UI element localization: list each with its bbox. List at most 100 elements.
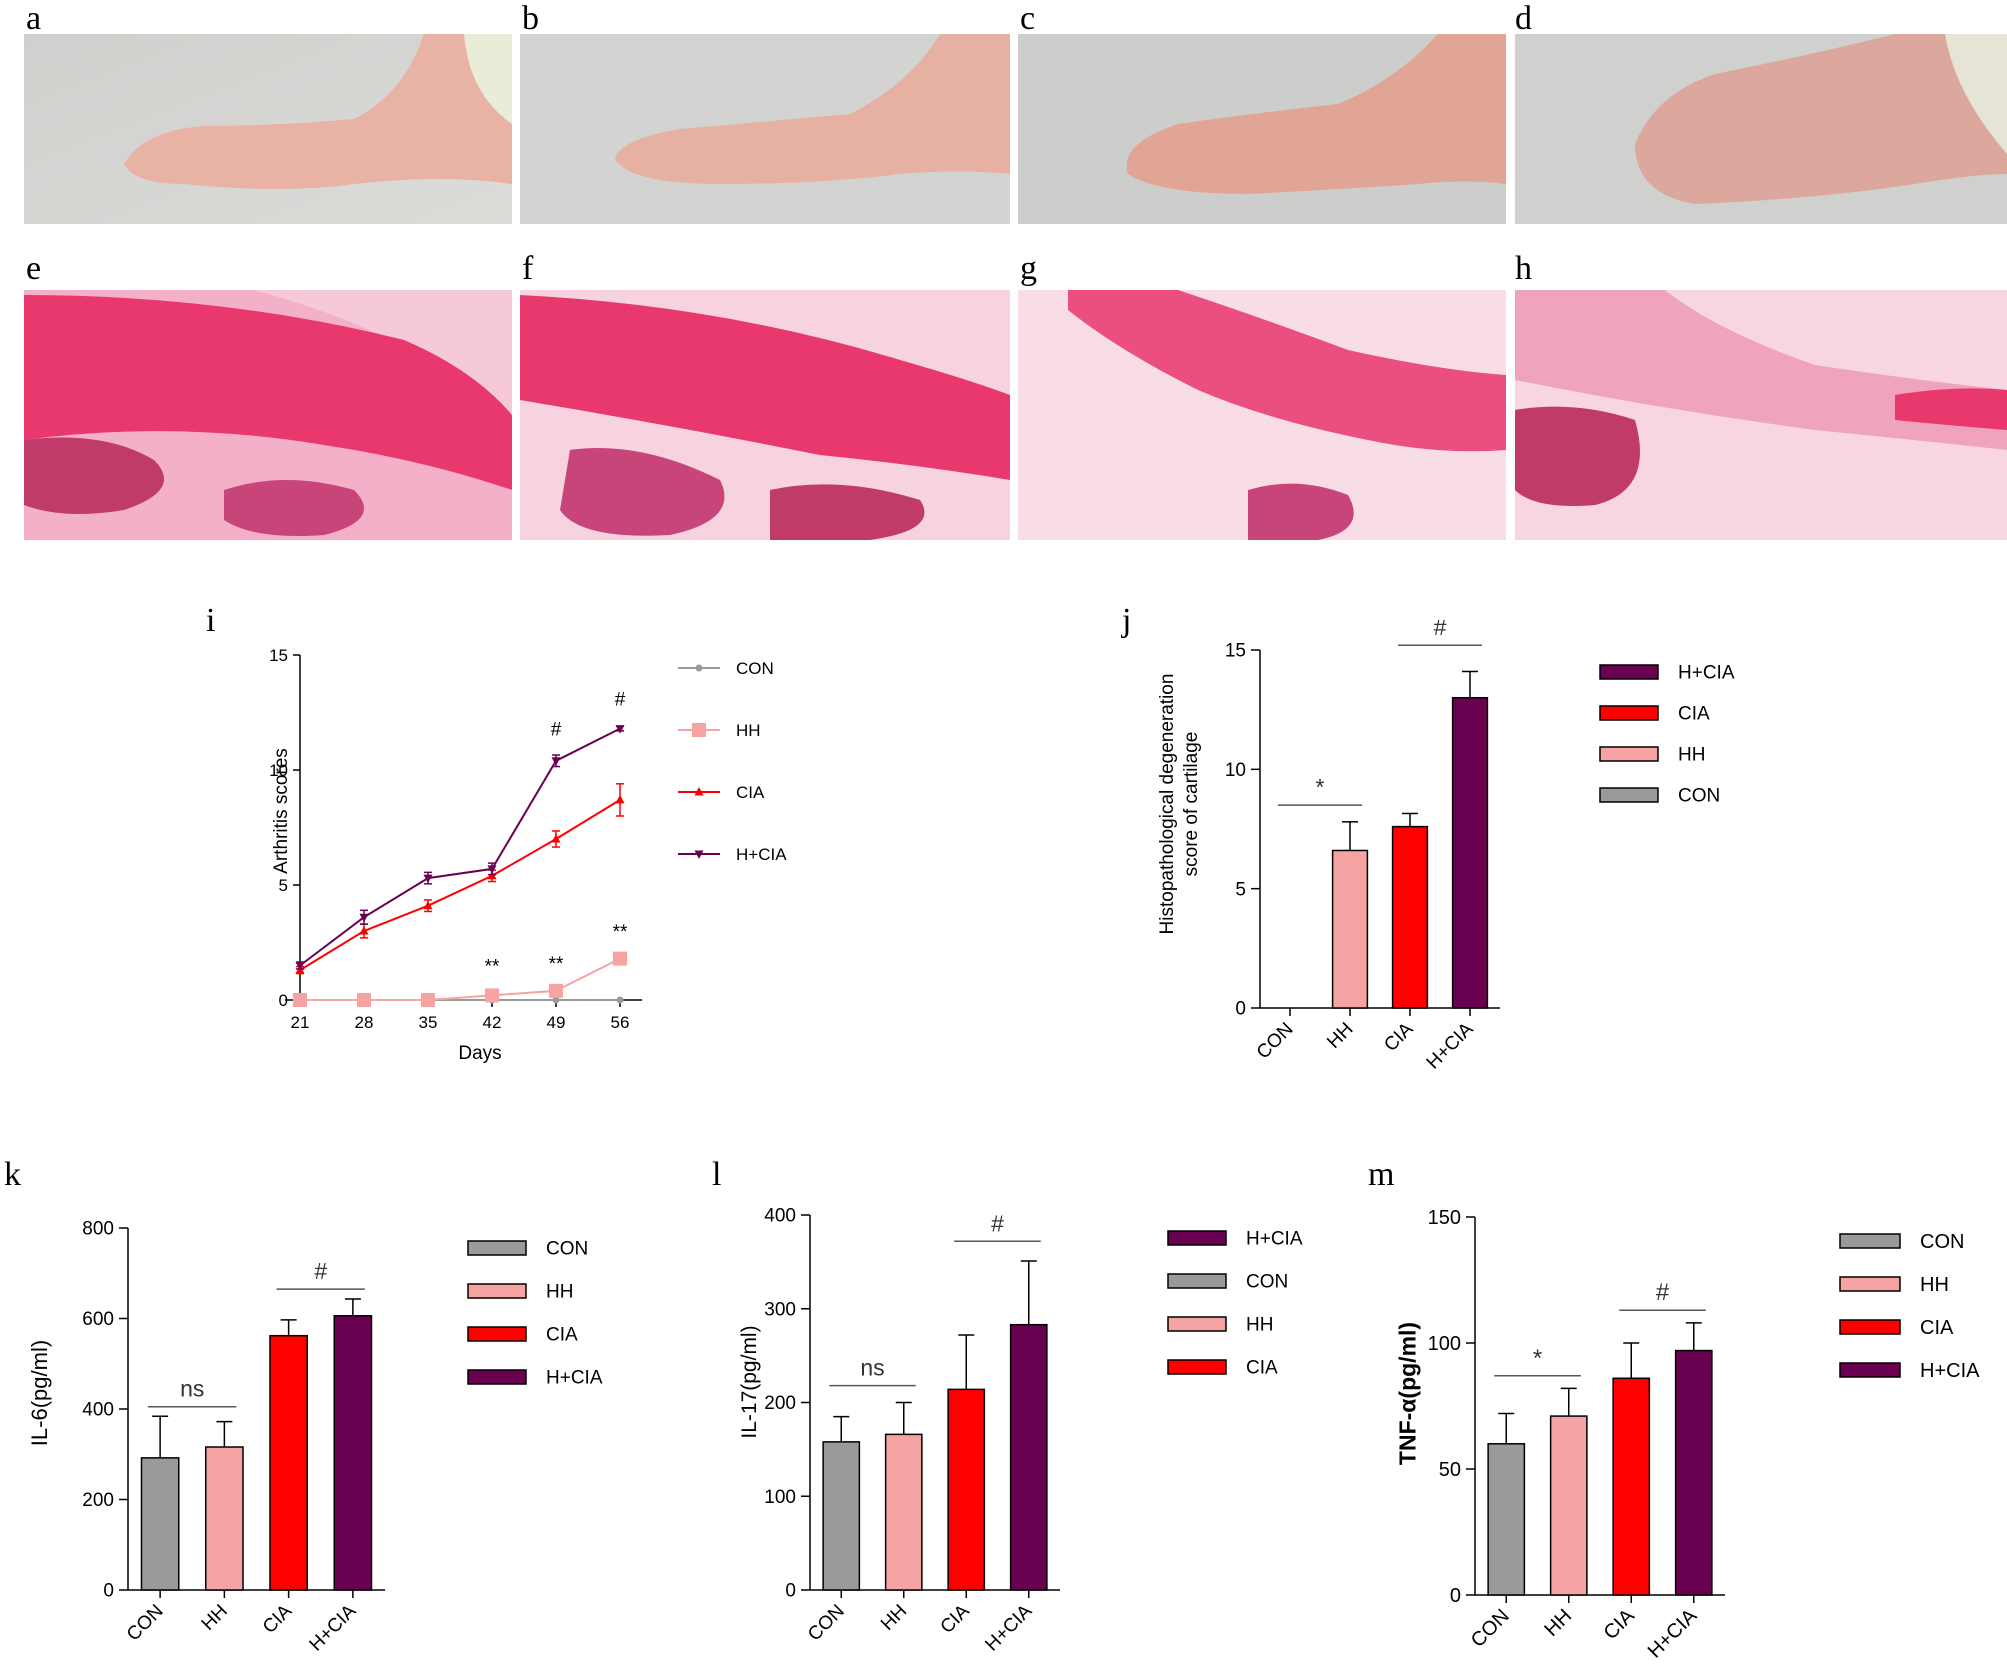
histology-image-e bbox=[24, 290, 512, 540]
chart-k-legend-swatch bbox=[467, 1240, 527, 1256]
chart-m-legend-swatch bbox=[1839, 1362, 1901, 1378]
paw-photo-b bbox=[520, 34, 1010, 224]
chart-i-xlabel: Days bbox=[458, 1043, 502, 1064]
chart-i-point-HH bbox=[421, 993, 435, 1007]
chart-l-xtick-label: H+CIA bbox=[981, 1600, 1036, 1655]
chart-l-ylabel: IL-17(pg/ml) bbox=[738, 1325, 761, 1439]
chart-m-legend-label: H+CIA bbox=[1920, 1360, 1980, 1382]
chart-i-legend-marker bbox=[695, 664, 703, 672]
chart-m-ytick-label: 150 bbox=[1428, 1207, 1461, 1229]
chart-i-point-CON bbox=[616, 996, 624, 1004]
chart-k-legend-label: H+CIA bbox=[546, 1368, 603, 1389]
chart-l-bar-HH bbox=[884, 1433, 923, 1591]
chart-i-point-CON bbox=[552, 996, 560, 1004]
chart-i-series-line-CIA bbox=[299, 799, 621, 971]
chart-k-significance-mark: # bbox=[314, 1258, 327, 1284]
chart-m: 0 50 100 150 CON HH CIA H+CIA * # CON HH CIA H+CIA TN… bbox=[1380, 1190, 2007, 1678]
chart-i-significance-mark: ** bbox=[613, 922, 628, 943]
chart-k-ylabel: IL-6(pg/ml) bbox=[27, 1339, 52, 1447]
chart-i-point-HCIA bbox=[487, 865, 497, 874]
chart-i-legend-label: H+CIA bbox=[736, 845, 787, 864]
chart-j-xtick-label: HH bbox=[1323, 1019, 1357, 1053]
panel-letter-e: e bbox=[26, 250, 42, 287]
chart-k-legend-label: CIA bbox=[546, 1325, 578, 1346]
chart-i-legend-marker bbox=[694, 850, 704, 859]
chart-l-ytick-label: 200 bbox=[764, 1393, 796, 1414]
chart-i-legend-marker bbox=[694, 787, 704, 796]
chart-j-ytick-label: 5 bbox=[1235, 879, 1246, 900]
chart-i-ytick-label: 5 bbox=[279, 876, 288, 895]
chart-k-ytick-label: 200 bbox=[82, 1490, 114, 1511]
chart-j-legend-swatch bbox=[1599, 705, 1659, 721]
chart-i-series-line-H+CIA bbox=[299, 727, 621, 967]
chart-i-point-HCIA bbox=[359, 913, 369, 923]
chart-j-bar-H+CIA bbox=[1451, 696, 1489, 1009]
chart-i-ylabel: Arthritis scores bbox=[271, 748, 292, 874]
chart-k-legend-swatch bbox=[467, 1283, 527, 1299]
chart-k-bar-CON bbox=[140, 1457, 180, 1591]
chart-l: 0 100 200 300 400 CON HH CIA H+CIA ns # H+CIA CON HH C… bbox=[720, 1190, 1360, 1678]
chart-j: 0 5 10 15 CON HH CIA H+CIA * # H+CIA CIA HH CON Histo… bbox=[1140, 620, 2000, 1090]
chart-i-point-HH bbox=[293, 993, 307, 1007]
chart-j-legend-swatch bbox=[1599, 787, 1659, 803]
chart-m-bar-HH bbox=[1549, 1415, 1588, 1596]
chart-m-xtick-label: CIA bbox=[1600, 1605, 1640, 1645]
chart-m-significance-mark: * bbox=[1533, 1345, 1542, 1372]
chart-l-bar-CIA bbox=[947, 1388, 986, 1591]
chart-i-xtick-label: 28 bbox=[355, 1013, 374, 1032]
chart-k-legend-swatch bbox=[467, 1326, 527, 1342]
chart-k-ytick-label: 0 bbox=[103, 1581, 114, 1602]
panel-letter-d: d bbox=[1515, 0, 1532, 37]
chart-i-xtick-label: 35 bbox=[419, 1013, 438, 1032]
chart-l-significance-mark: # bbox=[991, 1210, 1004, 1236]
chart-m-ylabel: TNF-α(pg/ml) bbox=[1394, 1321, 1421, 1466]
panel-letter-m: m bbox=[1368, 1156, 1395, 1193]
panel-letter-k: k bbox=[4, 1156, 21, 1193]
chart-i-ytick-label: 15 bbox=[269, 646, 288, 665]
chart-l-legend-swatch bbox=[1167, 1316, 1227, 1332]
chart-i: 0 5 10 15 21 28 35 42 49 56 ** ** ** # # CON HH CIA H+CIA … bbox=[220, 630, 840, 1080]
chart-i-point-HH bbox=[357, 993, 371, 1007]
chart-j-legend-swatch bbox=[1599, 664, 1659, 680]
chart-l-bar-H+CIA bbox=[1009, 1323, 1048, 1591]
chart-m-ytick-label: 50 bbox=[1439, 1459, 1461, 1481]
panel-letter-i: i bbox=[206, 602, 216, 639]
panel-letter-j: j bbox=[1122, 602, 1132, 639]
chart-j-xtick-label: H+CIA bbox=[1423, 1018, 1478, 1073]
chart-m-ytick-label: 0 bbox=[1450, 1585, 1461, 1607]
chart-l-significance-mark: ns bbox=[860, 1355, 884, 1381]
chart-i-significance-mark: ** bbox=[485, 956, 500, 977]
chart-m-xtick-label: HH bbox=[1540, 1605, 1576, 1641]
chart-k-legend-label: CON bbox=[546, 1239, 588, 1260]
chart-i-point-HH bbox=[549, 983, 563, 998]
chart-l-xtick-label: HH bbox=[877, 1601, 911, 1635]
chart-i-ytick-label: 0 bbox=[279, 991, 288, 1010]
chart-m-legend-label: CIA bbox=[1920, 1317, 1954, 1339]
chart-j-xtick-label: CON bbox=[1253, 1019, 1298, 1064]
histology-image-h bbox=[1515, 290, 2007, 540]
chart-l-legend-label: H+CIA bbox=[1246, 1229, 1303, 1250]
chart-m-legend-swatch bbox=[1839, 1233, 1901, 1249]
chart-i-point-CIA bbox=[423, 900, 433, 910]
chart-i-point-CIA bbox=[359, 926, 369, 935]
chart-i-significance-mark: # bbox=[551, 720, 562, 741]
panel-letter-f: f bbox=[522, 250, 534, 287]
chart-i-legend-label: CON bbox=[736, 659, 774, 678]
histology-image-f bbox=[520, 290, 1010, 540]
chart-k-xtick-label: CON bbox=[123, 1601, 168, 1646]
chart-m-legend-swatch bbox=[1839, 1319, 1901, 1335]
chart-j-ytick-label: 0 bbox=[1235, 999, 1246, 1020]
chart-l-ytick-label: 400 bbox=[764, 1206, 796, 1227]
chart-m-xtick-label: H+CIA bbox=[1644, 1605, 1702, 1663]
chart-l-legend-label: CIA bbox=[1246, 1358, 1278, 1379]
chart-i-xtick-label: 49 bbox=[547, 1013, 566, 1032]
chart-i-point-CIA bbox=[615, 794, 625, 804]
chart-i-ytick-label: 10 bbox=[269, 761, 288, 780]
chart-j-legend-label: CIA bbox=[1678, 704, 1710, 725]
chart-l-legend-swatch bbox=[1167, 1273, 1227, 1289]
chart-j-ytick-label: 10 bbox=[1225, 760, 1246, 781]
chart-l-legend-swatch bbox=[1167, 1359, 1227, 1375]
